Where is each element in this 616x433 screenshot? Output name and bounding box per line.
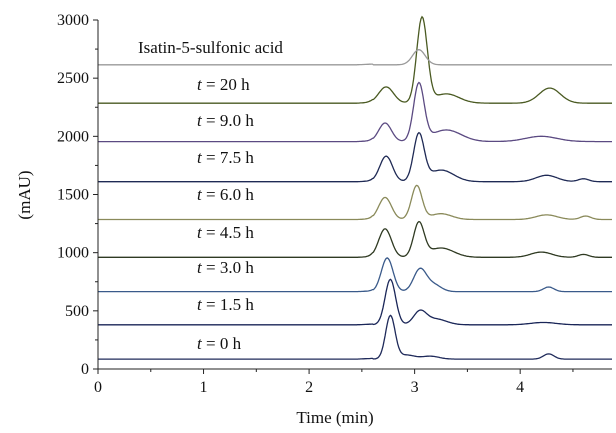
- trace-line: [98, 81, 612, 143]
- trace-labels: t = 0 h t = 1.5 h t = 3.0 h t = 4.5 h t = 6.…: [138, 38, 283, 353]
- x-axis-ticks: 0 1 2 3 4: [94, 369, 574, 396]
- y-tick-label: 2500: [57, 70, 89, 87]
- y-axis-label: (mAU): [15, 170, 34, 219]
- trace-line: [98, 220, 612, 258]
- trace-label: Isatin-5-sulfonic acid: [138, 38, 283, 57]
- trace-label: t = 6.0 h: [197, 185, 254, 204]
- trace-line: [98, 257, 612, 293]
- x-tick-label: 0: [94, 379, 102, 396]
- trace-label: t = 4.5 h: [197, 223, 254, 242]
- y-tick-label: 0: [81, 361, 89, 378]
- y-tick-label: 2000: [57, 128, 89, 145]
- y-tick-label: 3000: [57, 12, 89, 29]
- trace-label: t = 1.5 h: [197, 295, 254, 314]
- trace-line: [98, 278, 612, 326]
- x-tick-label: 1: [200, 379, 208, 396]
- chromatogram-traces: [98, 15, 612, 360]
- x-tick-label: 3: [411, 379, 419, 396]
- y-tick-label: 1500: [57, 187, 89, 204]
- x-tick-label: 4: [516, 379, 524, 396]
- trace-label: t = 3.0 h: [197, 258, 254, 277]
- trace-line: [98, 314, 612, 360]
- y-axis-ticks: 0 500 1000 1500 2000 2500 3000: [57, 12, 98, 378]
- trace-label: t = 9.0 h: [197, 111, 254, 130]
- trace-label: t = 0 h: [197, 334, 242, 353]
- trace-label: t = 7.5 h: [197, 148, 254, 167]
- trace-line: [98, 49, 612, 66]
- x-tick-label: 2: [305, 379, 313, 396]
- y-tick-label: 500: [65, 303, 89, 320]
- trace-line: [98, 184, 612, 221]
- x-axis-label: Time (min): [296, 408, 373, 427]
- trace-line: [98, 15, 612, 104]
- y-tick-label: 1000: [57, 245, 89, 262]
- trace-label: t = 20 h: [197, 75, 250, 94]
- trace-line: [98, 131, 612, 183]
